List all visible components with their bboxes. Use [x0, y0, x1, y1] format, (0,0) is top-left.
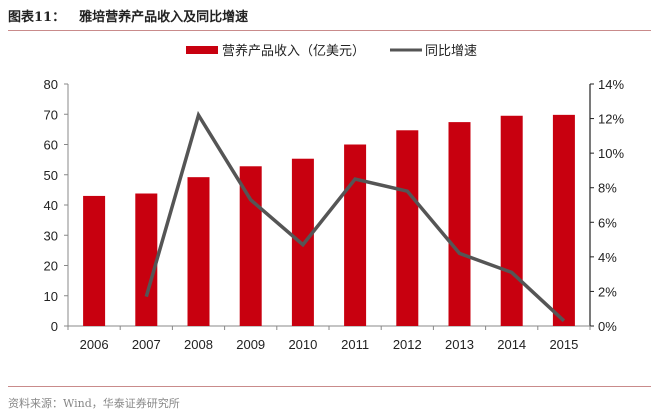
left-tick-label: 0 — [51, 319, 58, 334]
x-tick-label: 2008 — [184, 337, 213, 352]
legend-label-growth: 同比增速 — [425, 43, 477, 58]
x-tick-label: 2014 — [497, 337, 526, 352]
legend-swatch-revenue — [186, 46, 218, 54]
right-tick-label: 0% — [598, 319, 617, 334]
left-tick-label: 20 — [44, 259, 58, 274]
right-tick-label: 14% — [598, 77, 624, 92]
left-tick-label: 50 — [44, 168, 58, 183]
x-tick-label: 2007 — [132, 337, 161, 352]
legend-label-revenue: 营养产品收入（亿美元） — [222, 43, 365, 58]
bar-2015 — [552, 114, 575, 326]
x-tick-label: 2010 — [288, 337, 317, 352]
left-tick-label: 80 — [44, 77, 58, 92]
left-tick-label: 10 — [44, 289, 58, 304]
figure-label: 图表11： — [8, 10, 66, 25]
left-tick-label: 40 — [44, 198, 58, 213]
title-rule — [8, 30, 651, 31]
left-tick-label: 70 — [44, 107, 58, 122]
figure-title: 图表11： 雅培营养产品收入及同比增速 — [8, 6, 248, 25]
right-tick-label: 4% — [598, 250, 617, 265]
left-tick-label: 60 — [44, 138, 58, 153]
x-tick-label: 2015 — [549, 337, 578, 352]
bar-2006 — [83, 195, 106, 326]
bar-2008 — [187, 177, 210, 326]
right-tick-label: 8% — [598, 181, 617, 196]
right-tick-label: 10% — [598, 146, 624, 161]
x-tick-label: 2013 — [445, 337, 474, 352]
x-tick-label: 2011 — [341, 337, 369, 352]
bar-2013 — [448, 122, 471, 327]
bar-2007 — [135, 193, 158, 326]
x-tick-label: 2012 — [393, 337, 422, 352]
right-tick-label: 2% — [598, 284, 617, 299]
figure-title-text: 雅培营养产品收入及同比增速 — [79, 10, 249, 25]
x-tick-label: 2006 — [80, 337, 109, 352]
bar-2014 — [500, 115, 523, 326]
source-note: 资料来源：Wind，华泰证券研究所 — [8, 397, 180, 410]
right-tick-label: 6% — [598, 215, 617, 230]
footer-rule — [8, 386, 651, 387]
right-tick-label: 12% — [598, 112, 624, 127]
x-tick-label: 2009 — [236, 337, 265, 352]
bar-2011 — [344, 144, 367, 326]
left-tick-label: 30 — [44, 228, 58, 243]
bar-2012 — [396, 130, 419, 326]
